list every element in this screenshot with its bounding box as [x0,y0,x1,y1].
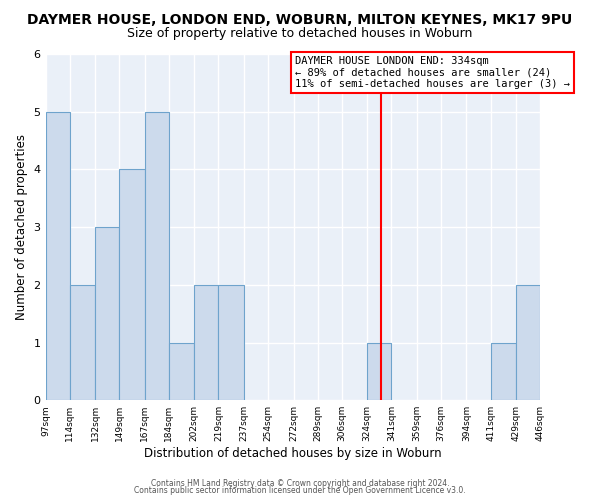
Bar [95,227,119,400]
Bar [70,285,95,400]
Bar [169,342,194,400]
Text: DAYMER HOUSE, LONDON END, WOBURN, MILTON KEYNES, MK17 9PU: DAYMER HOUSE, LONDON END, WOBURN, MILTON… [28,12,572,26]
Text: Contains HM Land Registry data © Crown copyright and database right 2024.: Contains HM Land Registry data © Crown c… [151,478,449,488]
Bar [46,112,70,400]
Text: Contains public sector information licensed under the Open Government Licence v3: Contains public sector information licen… [134,486,466,495]
Text: DAYMER HOUSE LONDON END: 334sqm
← 89% of detached houses are smaller (24)
11% of: DAYMER HOUSE LONDON END: 334sqm ← 89% of… [295,56,571,89]
Bar [194,285,218,400]
Bar [491,342,516,400]
Bar [516,285,540,400]
Bar [119,170,145,400]
Bar [218,285,244,400]
Bar [145,112,169,400]
X-axis label: Distribution of detached houses by size in Woburn: Distribution of detached houses by size … [144,447,442,460]
Text: Size of property relative to detached houses in Woburn: Size of property relative to detached ho… [127,28,473,40]
Bar [367,342,391,400]
Y-axis label: Number of detached properties: Number of detached properties [15,134,28,320]
